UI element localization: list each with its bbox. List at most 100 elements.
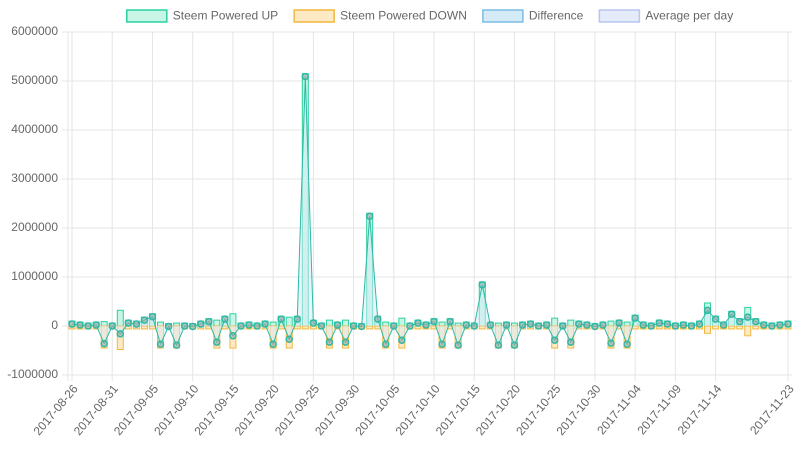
- bar: [366, 325, 374, 330]
- bar: [140, 325, 148, 330]
- bar: [623, 321, 631, 327]
- point: [470, 322, 478, 330]
- point: [237, 322, 245, 330]
- point: [76, 321, 84, 329]
- bar: [325, 319, 333, 327]
- point: [687, 322, 696, 330]
- bar: [704, 325, 712, 334]
- point: [615, 319, 623, 327]
- legend-swatch: [126, 9, 168, 23]
- point: [599, 321, 607, 329]
- point: [631, 314, 639, 322]
- point: [116, 330, 125, 338]
- point: [245, 321, 253, 329]
- point: [784, 320, 792, 328]
- y-tick-label: 4000000: [11, 122, 58, 136]
- point: [735, 317, 744, 326]
- point: [156, 340, 165, 348]
- point: [502, 321, 511, 329]
- point: [486, 321, 495, 329]
- point: [671, 322, 680, 330]
- point: [438, 340, 446, 348]
- bar: [116, 309, 124, 327]
- point: [309, 319, 318, 327]
- legend-swatch: [482, 9, 524, 23]
- point: [108, 322, 116, 330]
- y-tick-label: 1000000: [11, 269, 58, 283]
- y-tick-label: 3000000: [11, 171, 58, 185]
- point: [647, 322, 655, 330]
- point: [390, 322, 398, 330]
- point: [285, 335, 293, 343]
- point: [558, 322, 567, 330]
- bar: [744, 325, 752, 337]
- point: [414, 319, 422, 327]
- point: [398, 336, 406, 344]
- point: [213, 338, 221, 346]
- point: [317, 322, 326, 330]
- point: [719, 321, 728, 329]
- bar: [100, 321, 108, 327]
- bar: [382, 321, 390, 327]
- x-tick-label: 2017-11-23: [747, 382, 797, 438]
- legend-label: Average per day: [645, 9, 733, 23]
- point: [518, 321, 527, 329]
- point: [550, 336, 559, 344]
- point: [333, 321, 342, 329]
- y-tick-label: 6000000: [11, 24, 58, 38]
- point: [341, 338, 350, 346]
- y-tick-label: 0: [51, 318, 58, 332]
- legend-swatch: [293, 9, 335, 23]
- point: [494, 341, 503, 349]
- bar: [157, 321, 165, 327]
- point: [591, 322, 599, 331]
- point: [583, 321, 591, 329]
- difference-area: [72, 76, 788, 346]
- point: [607, 339, 615, 347]
- point: [752, 317, 760, 326]
- point: [68, 320, 76, 328]
- y-tick-label: -1000000: [7, 367, 58, 381]
- point: [422, 321, 430, 329]
- bar: [213, 319, 221, 327]
- point: [172, 341, 181, 349]
- y-tick-label: 2000000: [11, 220, 58, 234]
- point: [534, 322, 543, 330]
- point: [253, 322, 261, 330]
- point: [526, 320, 535, 328]
- bar: [728, 325, 736, 330]
- point: [164, 322, 173, 331]
- point: [196, 320, 205, 328]
- point: [205, 317, 213, 326]
- point: [478, 281, 487, 289]
- point: [776, 321, 784, 329]
- point: [132, 320, 141, 328]
- point: [406, 322, 414, 330]
- legend-label: Steem Powered DOWN: [340, 9, 467, 23]
- point: [180, 322, 189, 330]
- bar: [398, 317, 406, 327]
- point: [349, 322, 358, 330]
- point: [768, 322, 776, 330]
- point: [744, 313, 752, 321]
- point: [269, 340, 277, 348]
- point: [575, 320, 583, 328]
- point: [760, 321, 768, 329]
- point: [84, 322, 92, 330]
- point: [188, 322, 197, 331]
- point: [542, 321, 551, 329]
- bar: [478, 325, 486, 330]
- legend-label: Steem Powered UP: [173, 9, 278, 23]
- point: [301, 72, 310, 81]
- bar: [285, 316, 293, 327]
- bar: [342, 319, 350, 327]
- bar: [752, 325, 760, 330]
- bar: [269, 321, 277, 327]
- point: [229, 332, 237, 340]
- point: [124, 319, 133, 327]
- bar: [148, 325, 156, 330]
- legend-label: Difference: [529, 9, 584, 23]
- point: [639, 321, 647, 329]
- point: [695, 320, 704, 328]
